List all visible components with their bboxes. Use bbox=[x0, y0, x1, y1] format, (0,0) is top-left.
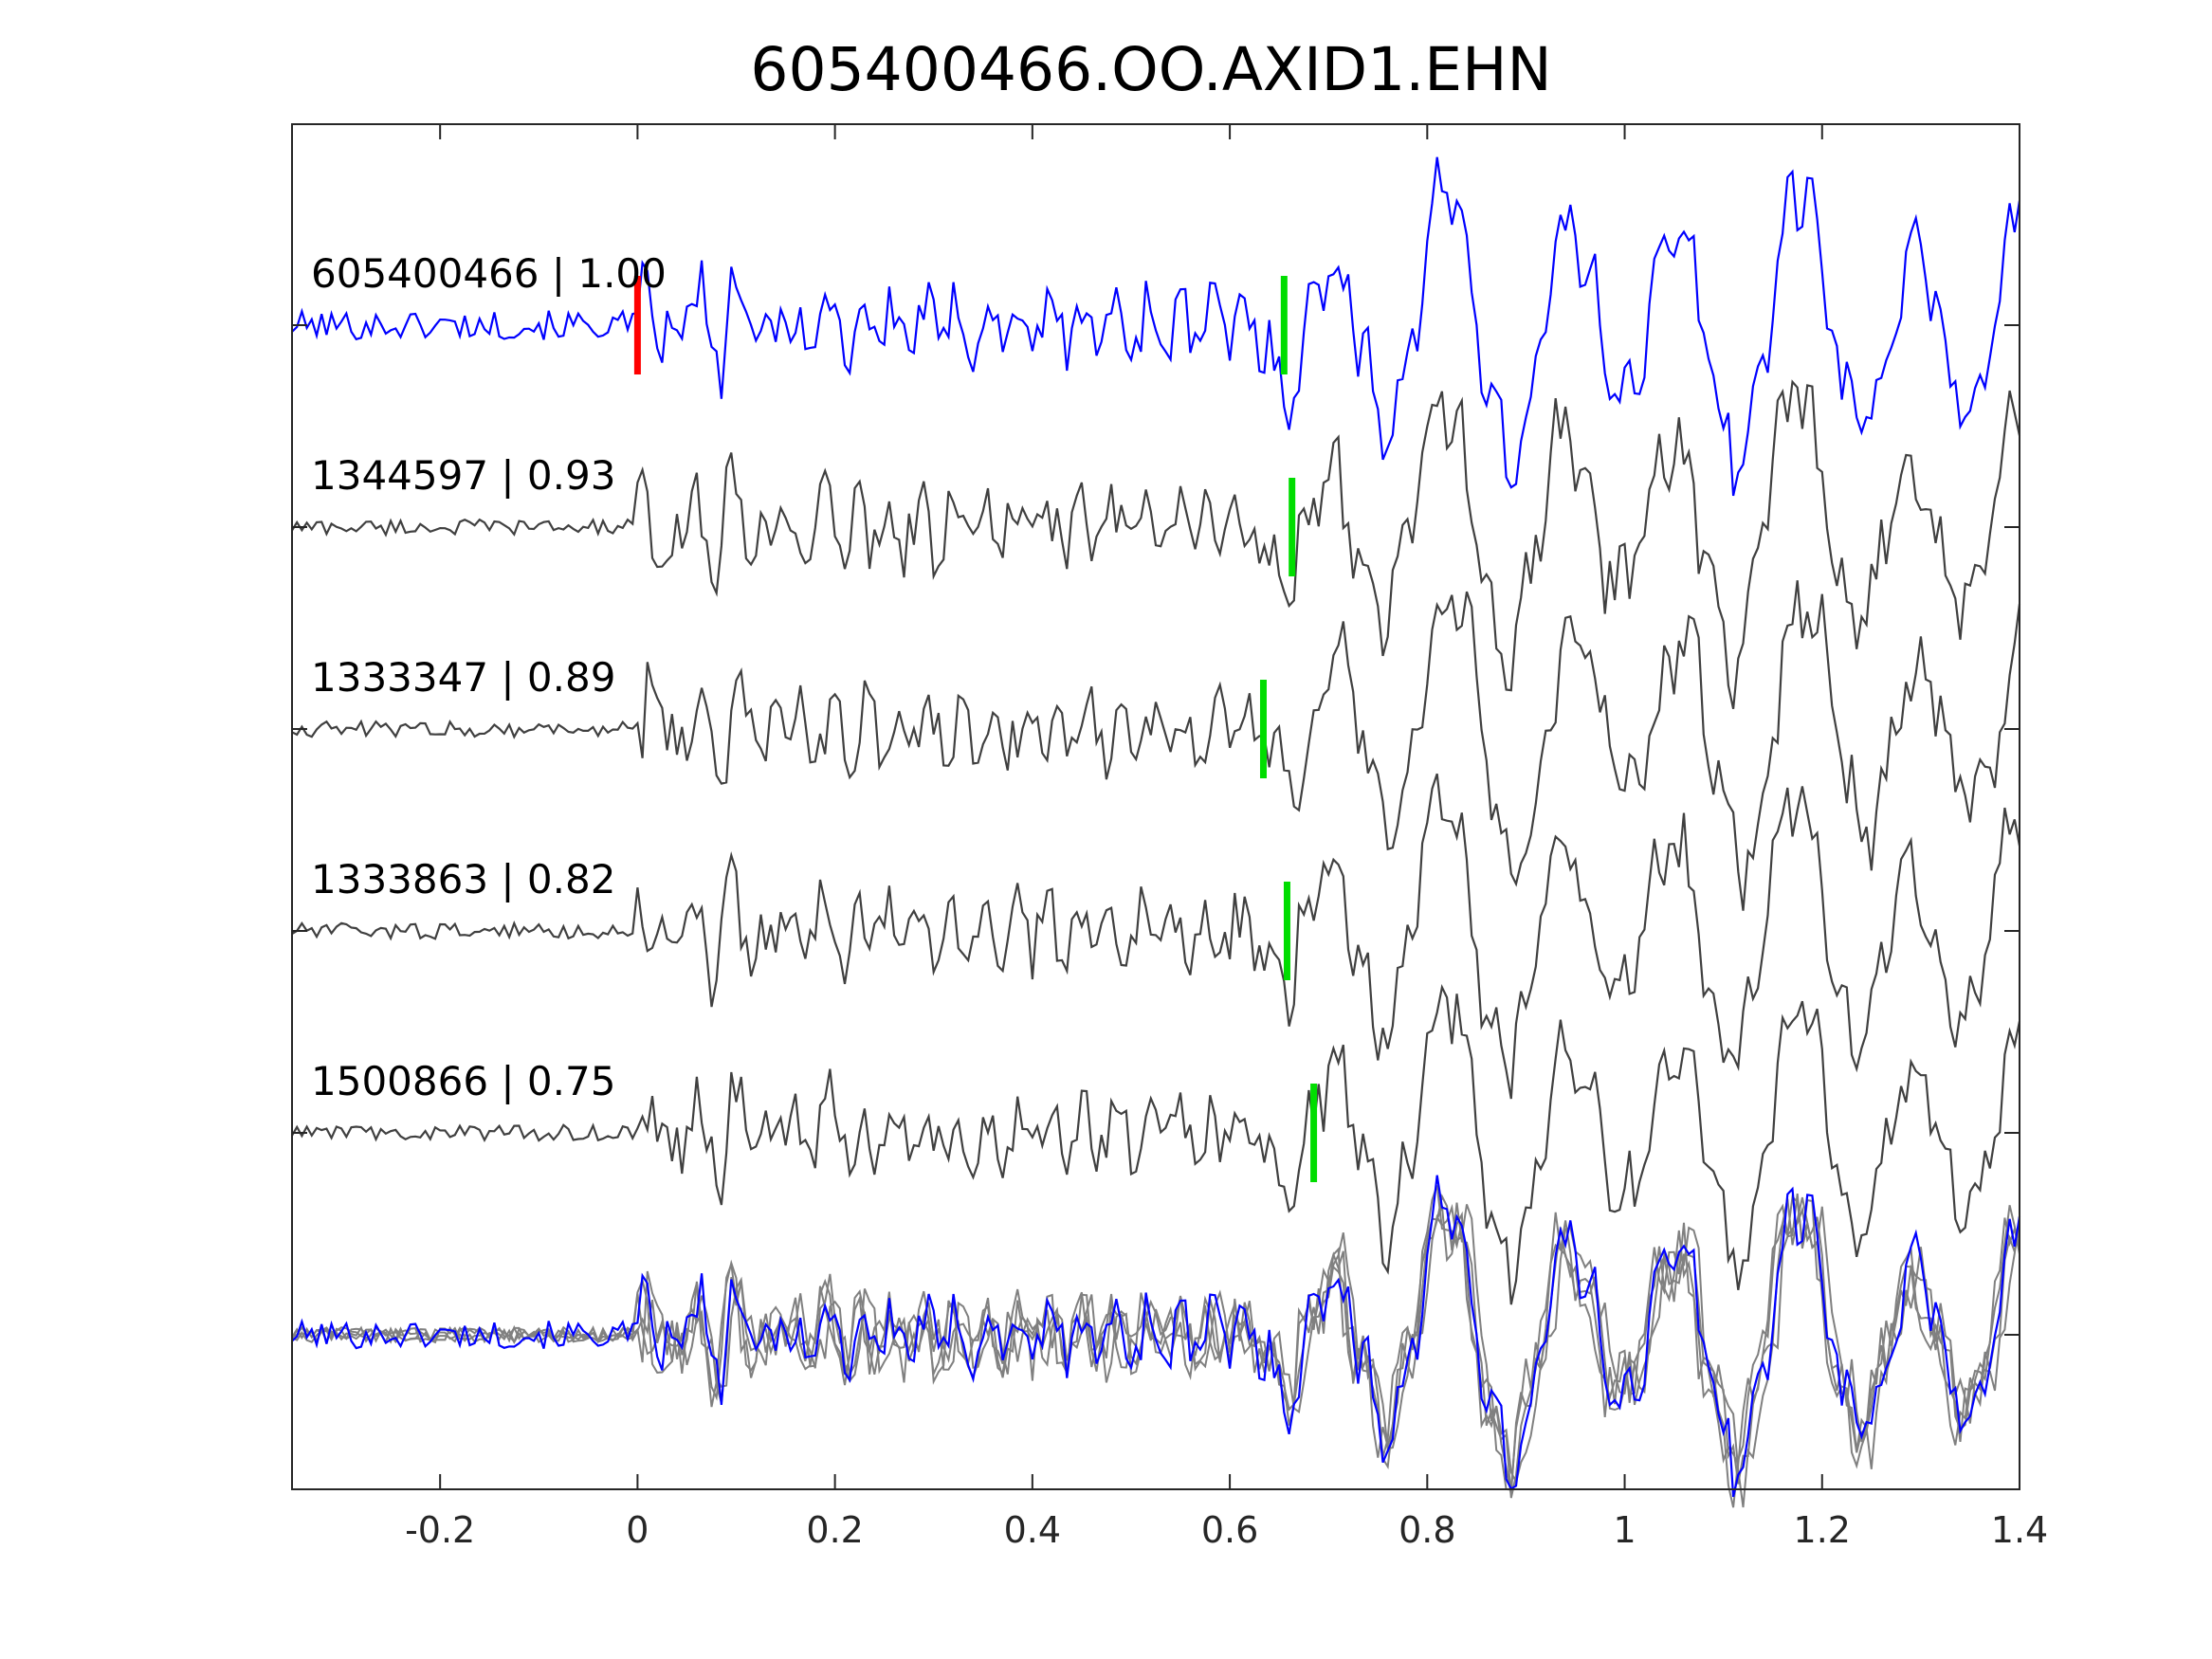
x-tick-label: 1.4 bbox=[1991, 1509, 2048, 1551]
chart-title: 605400466.OO.AXID1.EHN bbox=[750, 35, 1551, 104]
plot-area bbox=[291, 156, 2021, 1508]
x-tick-label: 1 bbox=[1613, 1509, 1636, 1551]
trace-line-1333863 bbox=[291, 773, 2021, 1100]
trace-line-1500866 bbox=[291, 983, 2021, 1305]
trace-line-1333347 bbox=[291, 580, 2021, 911]
axis-ticks: -0.2 0 0.2 0.4 0.6 0.8 1 1.2 1.4 bbox=[292, 124, 2048, 1551]
trace-label-1500866: 1500866 | 0.75 bbox=[311, 1058, 615, 1104]
trace-line-1344597 bbox=[291, 379, 2021, 710]
x-tick-label: 0.8 bbox=[1398, 1509, 1455, 1551]
stack-trace-605400466 bbox=[291, 1175, 2021, 1498]
trace-label-605400466: 605400466 | 1.00 bbox=[311, 250, 667, 297]
trace-labels: 605400466 | 1.00 1344597 | 0.93 1333347 | … bbox=[311, 250, 667, 1104]
x-tick-label: 0.4 bbox=[1004, 1509, 1061, 1551]
stack-trace-1333347 bbox=[291, 1193, 2020, 1508]
axes-box bbox=[291, 123, 2020, 1490]
x-tick-label: 0 bbox=[626, 1509, 649, 1551]
x-tick-label: 1.2 bbox=[1794, 1509, 1851, 1551]
x-tick-label: -0.2 bbox=[405, 1509, 475, 1551]
trace-line-605400466 bbox=[291, 156, 2021, 497]
x-tick-label: 0.2 bbox=[806, 1509, 863, 1551]
stack-trace-1344597 bbox=[291, 1194, 2020, 1508]
trace-label-1344597: 1344597 | 0.93 bbox=[311, 452, 615, 499]
trace-label-1333347: 1333347 | 0.89 bbox=[311, 654, 615, 701]
x-tick-label: 0.6 bbox=[1201, 1509, 1258, 1551]
trace-label-1333863: 1333863 | 0.82 bbox=[311, 856, 615, 902]
